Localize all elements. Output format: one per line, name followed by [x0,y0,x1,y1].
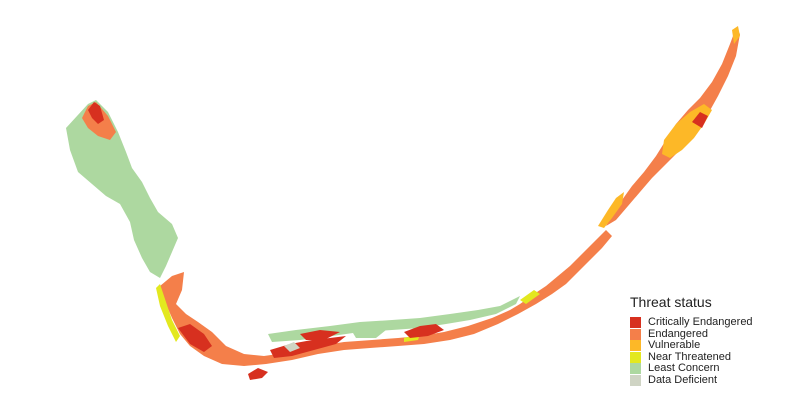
legend-swatch [630,328,641,340]
legend-item-vulnerable: Vulnerable [630,340,795,352]
legend-item-near-threatened: Near Threatened [630,350,795,364]
least-concern-islet [350,324,386,338]
least-concern-coastal-strip [268,296,520,342]
near-threatened-fringe-west [156,284,180,342]
legend-item-least-concern: Least Concern [630,363,795,375]
legend-item-critically-endangered: Critically Endangered [630,317,795,329]
legend-swatch [630,363,641,375]
least-concern-region-west [66,100,178,278]
data-deficient-patch [284,342,300,352]
critically-endangered-patch-east [692,112,708,128]
endangered-region-east [606,28,740,226]
legend-swatch [630,340,641,352]
legend-swatch [630,317,641,329]
near-threatened-fringe-east [520,290,540,304]
vulnerable-region-east-2 [598,192,624,228]
legend-label: Vulnerable [648,339,701,352]
legend-label: Data Deficient [648,373,718,386]
critically-endangered-patch-south-2 [300,330,340,340]
critically-endangered-patch-south-1 [270,336,346,358]
critically-endangered-islet-south [248,368,268,380]
vulnerable-region-tip [732,26,740,44]
legend-label: Endangered [648,327,708,340]
legend-swatch [630,351,641,363]
critically-endangered-patch-sw [178,324,212,352]
legend-label: Critically Endangered [648,316,753,329]
endangered-region-southwest [160,230,612,366]
critically-endangered-patch-south-3 [404,324,444,338]
legend-label: Near Threatened [648,350,731,363]
legend-item-data-deficient: Data Deficient [630,373,795,387]
critically-endangered-north [88,102,104,124]
legend-swatch [630,374,641,386]
legend-title: Threat status [630,294,712,310]
legend-item-endangered: Endangered [630,327,795,341]
legend: Threat status Critically Endangered Enda… [630,294,795,386]
legend-label: Least Concern [648,362,720,375]
